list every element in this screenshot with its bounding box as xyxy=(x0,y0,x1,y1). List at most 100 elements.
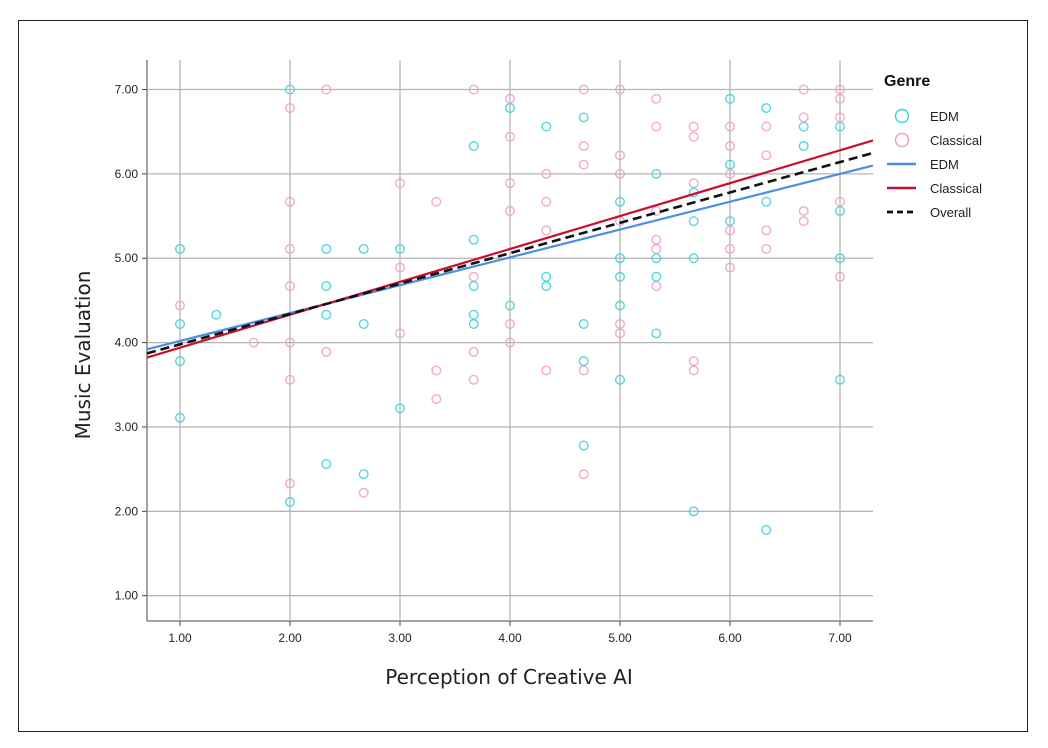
y-tick-label: 3.00 xyxy=(115,420,139,434)
classical-point xyxy=(505,178,516,189)
tick-labels: 1.00 2.00 3.00 4.00 5.00 6.00 7.00 1.00 2.00 3.00… xyxy=(115,83,852,645)
legend-marker-circle xyxy=(894,108,910,124)
classical-point xyxy=(468,271,479,282)
edm-point xyxy=(615,253,626,264)
x-tick-label: 7.00 xyxy=(828,631,852,645)
classical-point xyxy=(578,141,589,152)
legend-label: EDM xyxy=(930,157,959,172)
classical-point xyxy=(285,103,296,114)
edm-point xyxy=(468,319,479,330)
classical-point xyxy=(615,84,626,95)
classical-point xyxy=(505,337,516,348)
y-tick-label: 2.00 xyxy=(115,504,139,518)
data-points xyxy=(174,84,846,535)
edm-point xyxy=(541,271,552,282)
x-axis-title: Perception of Creative AI xyxy=(385,665,633,689)
edm-point xyxy=(688,216,699,227)
classical-point xyxy=(761,121,772,132)
classical-point xyxy=(431,196,442,207)
classical-point xyxy=(798,112,809,123)
edm-point xyxy=(395,243,406,254)
edm-point xyxy=(761,524,772,535)
y-tick-label: 6.00 xyxy=(115,167,139,181)
legend-label: Classical xyxy=(930,133,982,148)
edm-fit-line xyxy=(146,164,874,351)
edm-point xyxy=(615,374,626,385)
classical-point xyxy=(468,84,479,95)
edm-point xyxy=(468,234,479,245)
classical-point xyxy=(431,365,442,376)
classical-point xyxy=(505,131,516,142)
x-tick-label: 2.00 xyxy=(278,631,302,645)
legend-marker-circle xyxy=(894,132,910,148)
classical-point xyxy=(725,168,736,179)
edm-point xyxy=(468,309,479,320)
classical-point xyxy=(651,234,662,245)
classical-point xyxy=(285,478,296,489)
classical-point xyxy=(285,243,296,254)
y-tick-label: 5.00 xyxy=(115,251,139,265)
edm-point xyxy=(395,403,406,414)
classical-fit-line xyxy=(146,139,874,359)
classical-point xyxy=(285,337,296,348)
edm-point xyxy=(798,121,809,132)
classical-point xyxy=(651,93,662,104)
classical-point xyxy=(725,262,736,273)
edm-point xyxy=(358,319,369,330)
classical-point xyxy=(541,196,552,207)
y-tick-label: 1.00 xyxy=(115,589,139,603)
x-tick-label: 5.00 xyxy=(608,631,632,645)
classical-point xyxy=(541,225,552,236)
edm-point xyxy=(651,168,662,179)
edm-point xyxy=(798,141,809,152)
x-tick-label: 3.00 xyxy=(388,631,412,645)
classical-point xyxy=(651,121,662,132)
classical-point xyxy=(578,84,589,95)
classical-point xyxy=(321,84,332,95)
classical-point xyxy=(285,196,296,207)
edm-point xyxy=(688,506,699,517)
classical-point xyxy=(651,243,662,254)
edm-point xyxy=(468,281,479,292)
classical-point xyxy=(835,271,846,282)
edm-point xyxy=(651,328,662,339)
classical-point xyxy=(395,328,406,339)
edm-point xyxy=(835,374,846,385)
edm-point xyxy=(358,243,369,254)
classical-point xyxy=(835,112,846,123)
classical-point xyxy=(541,168,552,179)
classical-point xyxy=(285,281,296,292)
edm-point xyxy=(174,356,185,367)
classical-point xyxy=(615,328,626,339)
fit-lines xyxy=(146,139,874,359)
classical-point xyxy=(798,84,809,95)
classical-point xyxy=(725,121,736,132)
classical-point xyxy=(468,346,479,357)
classical-point xyxy=(761,150,772,161)
classical-point xyxy=(688,356,699,367)
classical-point xyxy=(688,178,699,189)
classical-point xyxy=(505,206,516,217)
chart-frame xyxy=(18,20,1028,732)
edm-point xyxy=(321,281,332,292)
x-tick-label: 4.00 xyxy=(498,631,522,645)
legend-title: Genre xyxy=(884,73,930,90)
x-tick-label: 6.00 xyxy=(718,631,742,645)
edm-point xyxy=(321,309,332,320)
edm-point xyxy=(651,271,662,282)
edm-point xyxy=(761,196,772,207)
classical-point xyxy=(395,262,406,273)
edm-point xyxy=(174,319,185,330)
classical-point xyxy=(798,216,809,227)
edm-point xyxy=(725,93,736,104)
legend-label: Overall xyxy=(930,205,971,220)
classical-point xyxy=(541,365,552,376)
edm-point xyxy=(285,84,296,95)
edm-point xyxy=(541,121,552,132)
y-tick-label: 4.00 xyxy=(115,336,139,350)
classical-point xyxy=(688,131,699,142)
edm-point xyxy=(321,243,332,254)
edm-point xyxy=(688,253,699,264)
edm-point xyxy=(468,141,479,152)
